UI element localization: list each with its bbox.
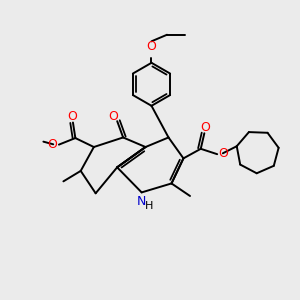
- Text: H: H: [145, 200, 153, 211]
- Text: O: O: [67, 110, 77, 123]
- Text: O: O: [109, 110, 118, 123]
- Text: O: O: [218, 147, 228, 160]
- Text: N: N: [136, 195, 146, 208]
- Text: O: O: [47, 138, 57, 151]
- Text: O: O: [147, 40, 156, 53]
- Text: O: O: [201, 121, 211, 134]
